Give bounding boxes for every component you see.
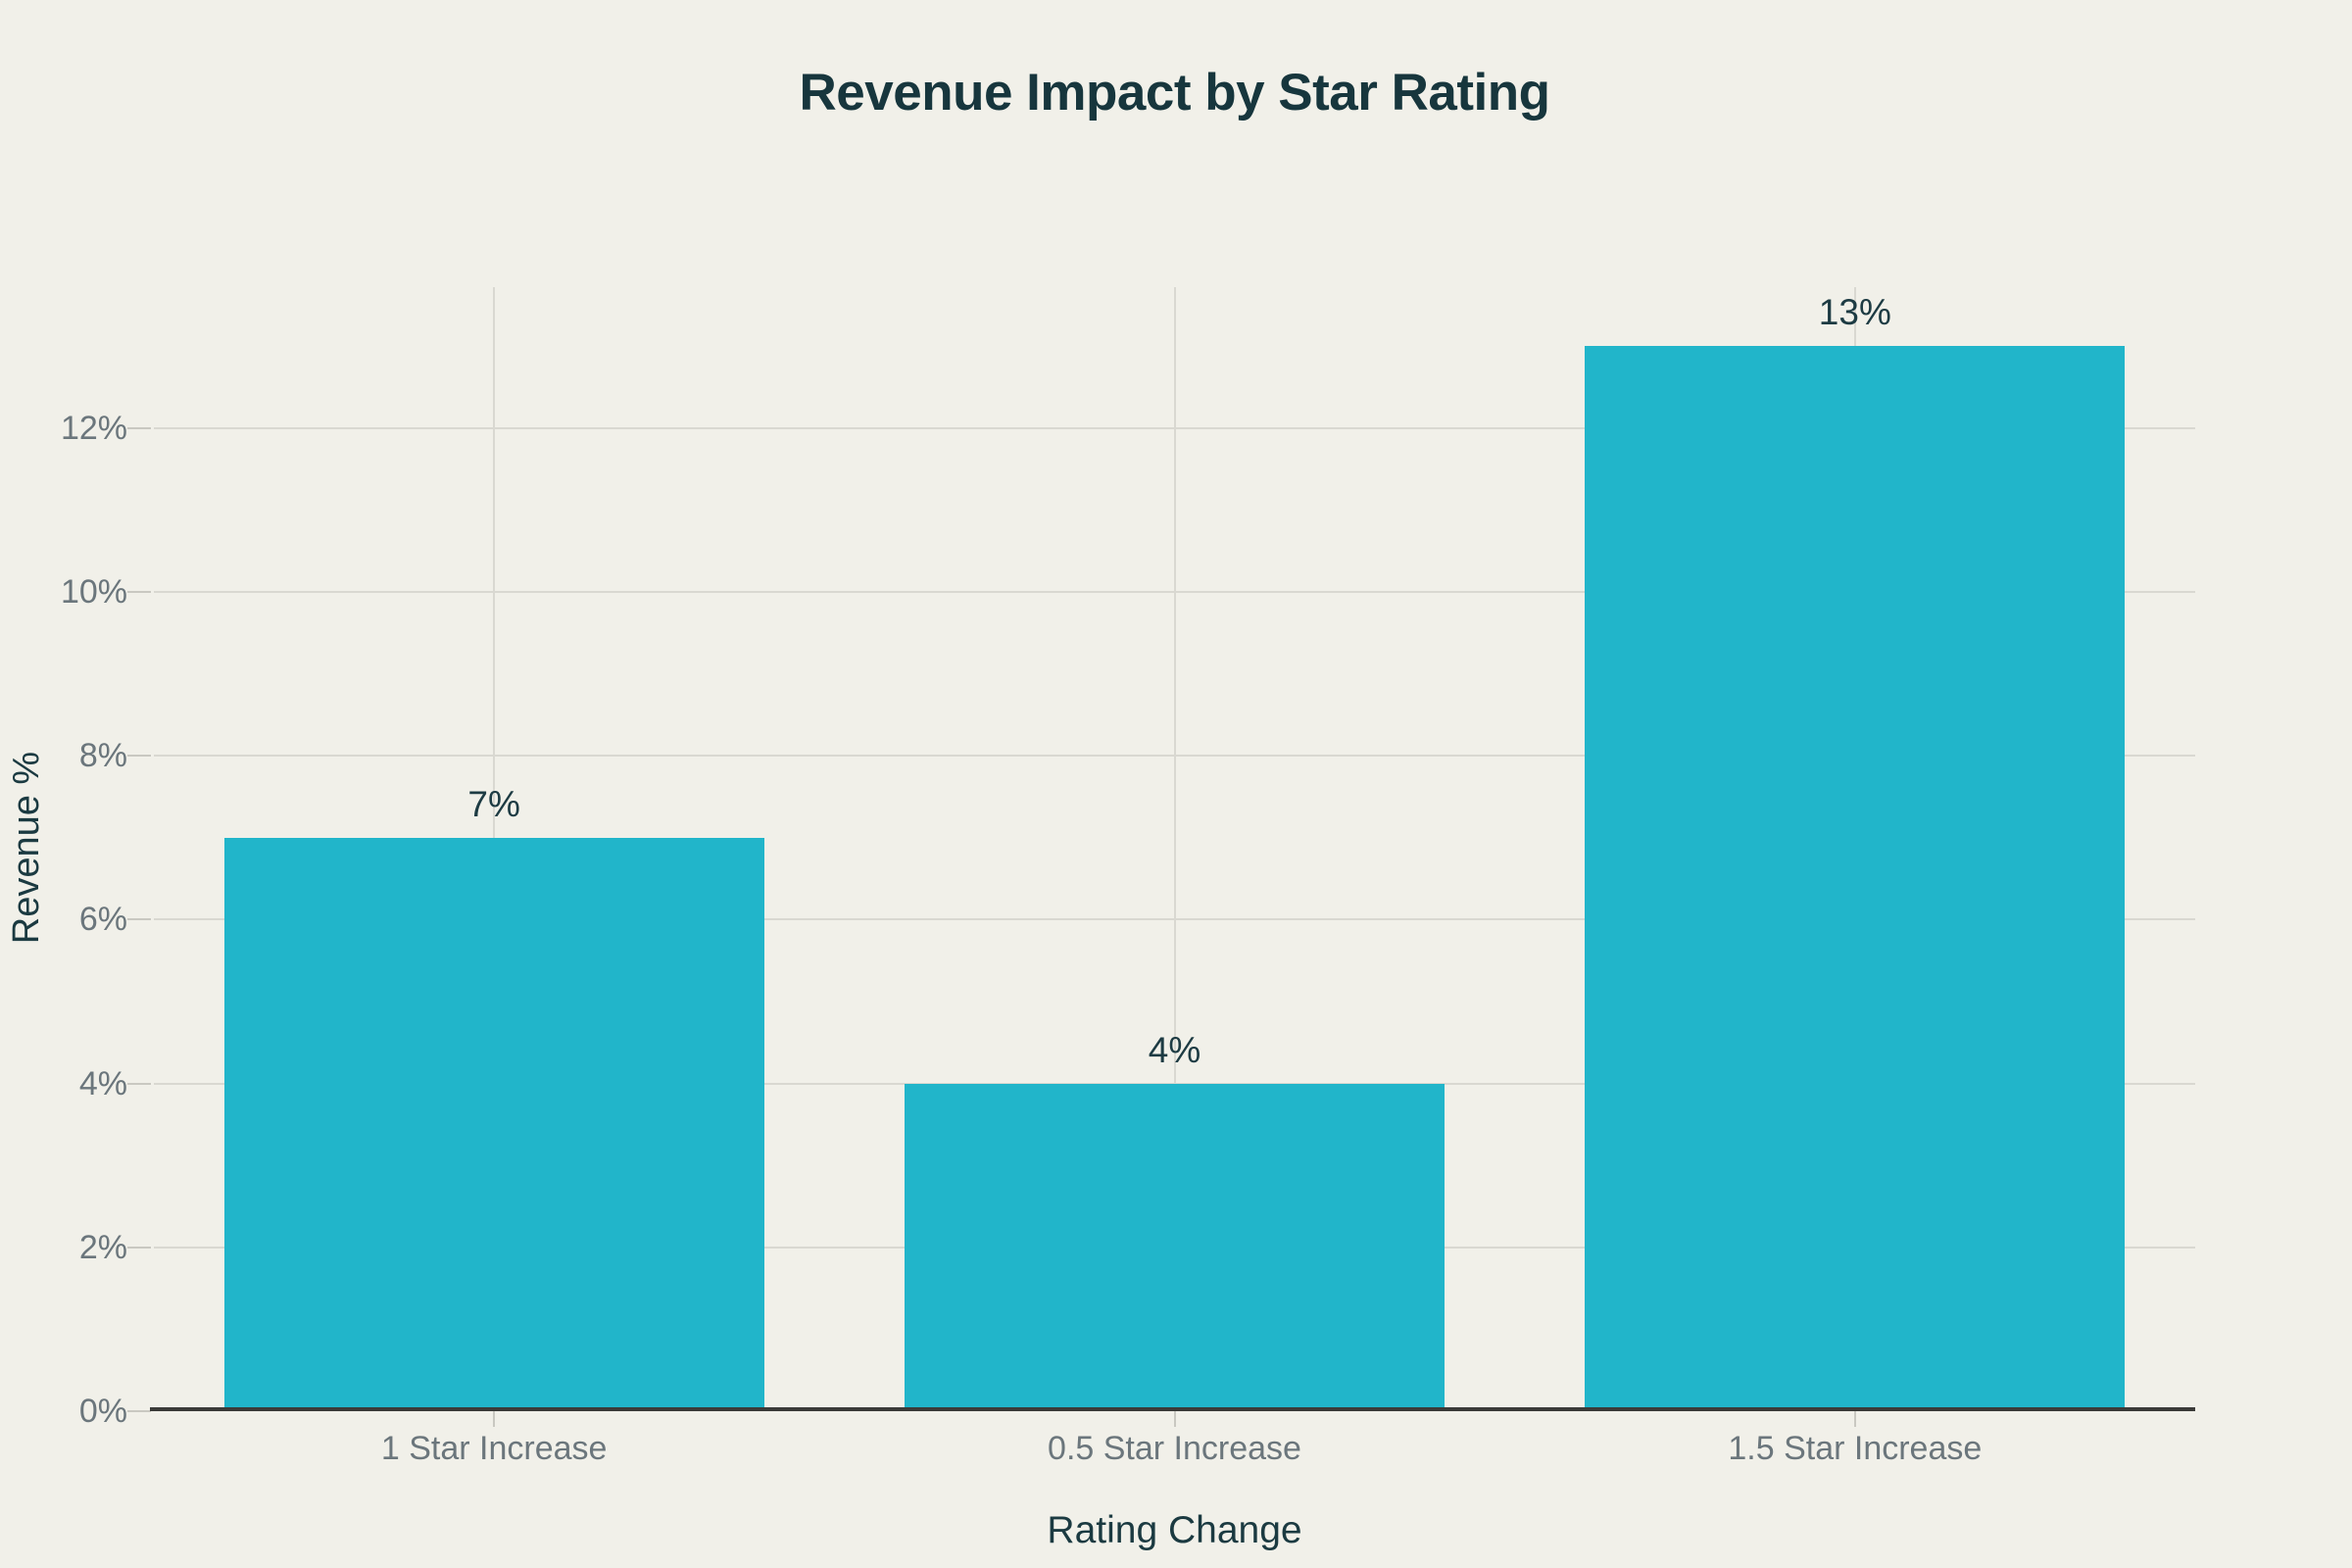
y-tick-mark [127, 426, 151, 429]
bar [1585, 346, 2126, 1411]
x-axis-line [150, 1407, 2195, 1411]
y-tick-mark [127, 1410, 151, 1412]
y-tick-mark [127, 755, 151, 758]
y-tick-label: 12% [60, 409, 127, 447]
y-tick-label: 10% [60, 572, 127, 611]
y-tick-label: 0% [78, 1393, 127, 1430]
y-tick-mark [127, 1082, 151, 1085]
x-tick-mark [1173, 1411, 1176, 1427]
y-tick-mark [127, 1246, 151, 1249]
bar [904, 1083, 1446, 1411]
bar [223, 837, 764, 1411]
bar-value-label: 4% [1148, 1029, 1201, 1070]
bar-value-label: 13% [1818, 292, 1891, 333]
x-tick-mark [493, 1411, 496, 1427]
y-tick-label: 8% [78, 737, 127, 775]
bar-value-label: 7% [467, 783, 520, 824]
x-tick-label: 1.5 Star Increase [1728, 1430, 1983, 1467]
y-tick-label: 6% [78, 901, 127, 939]
y-tick-label: 2% [78, 1228, 127, 1266]
chart-title: Revenue Impact by Star Rating [799, 64, 1550, 122]
x-tick-label: 0.5 Star Increase [1048, 1430, 1301, 1467]
x-axis-title: Rating Change [1047, 1509, 1302, 1551]
gridline-vertical [1173, 287, 1176, 1411]
x-tick-label: 1 Star Increase [380, 1430, 608, 1467]
y-tick-label: 4% [78, 1064, 127, 1102]
y-tick-mark [127, 590, 151, 593]
x-tick-mark [1853, 1411, 1856, 1427]
y-tick-mark [127, 918, 151, 921]
plot-area: 0% 2% 4% 6% 8% 10% 12% 7% 1 Star Increase 4% 0.5 S… [61, 287, 2195, 1467]
